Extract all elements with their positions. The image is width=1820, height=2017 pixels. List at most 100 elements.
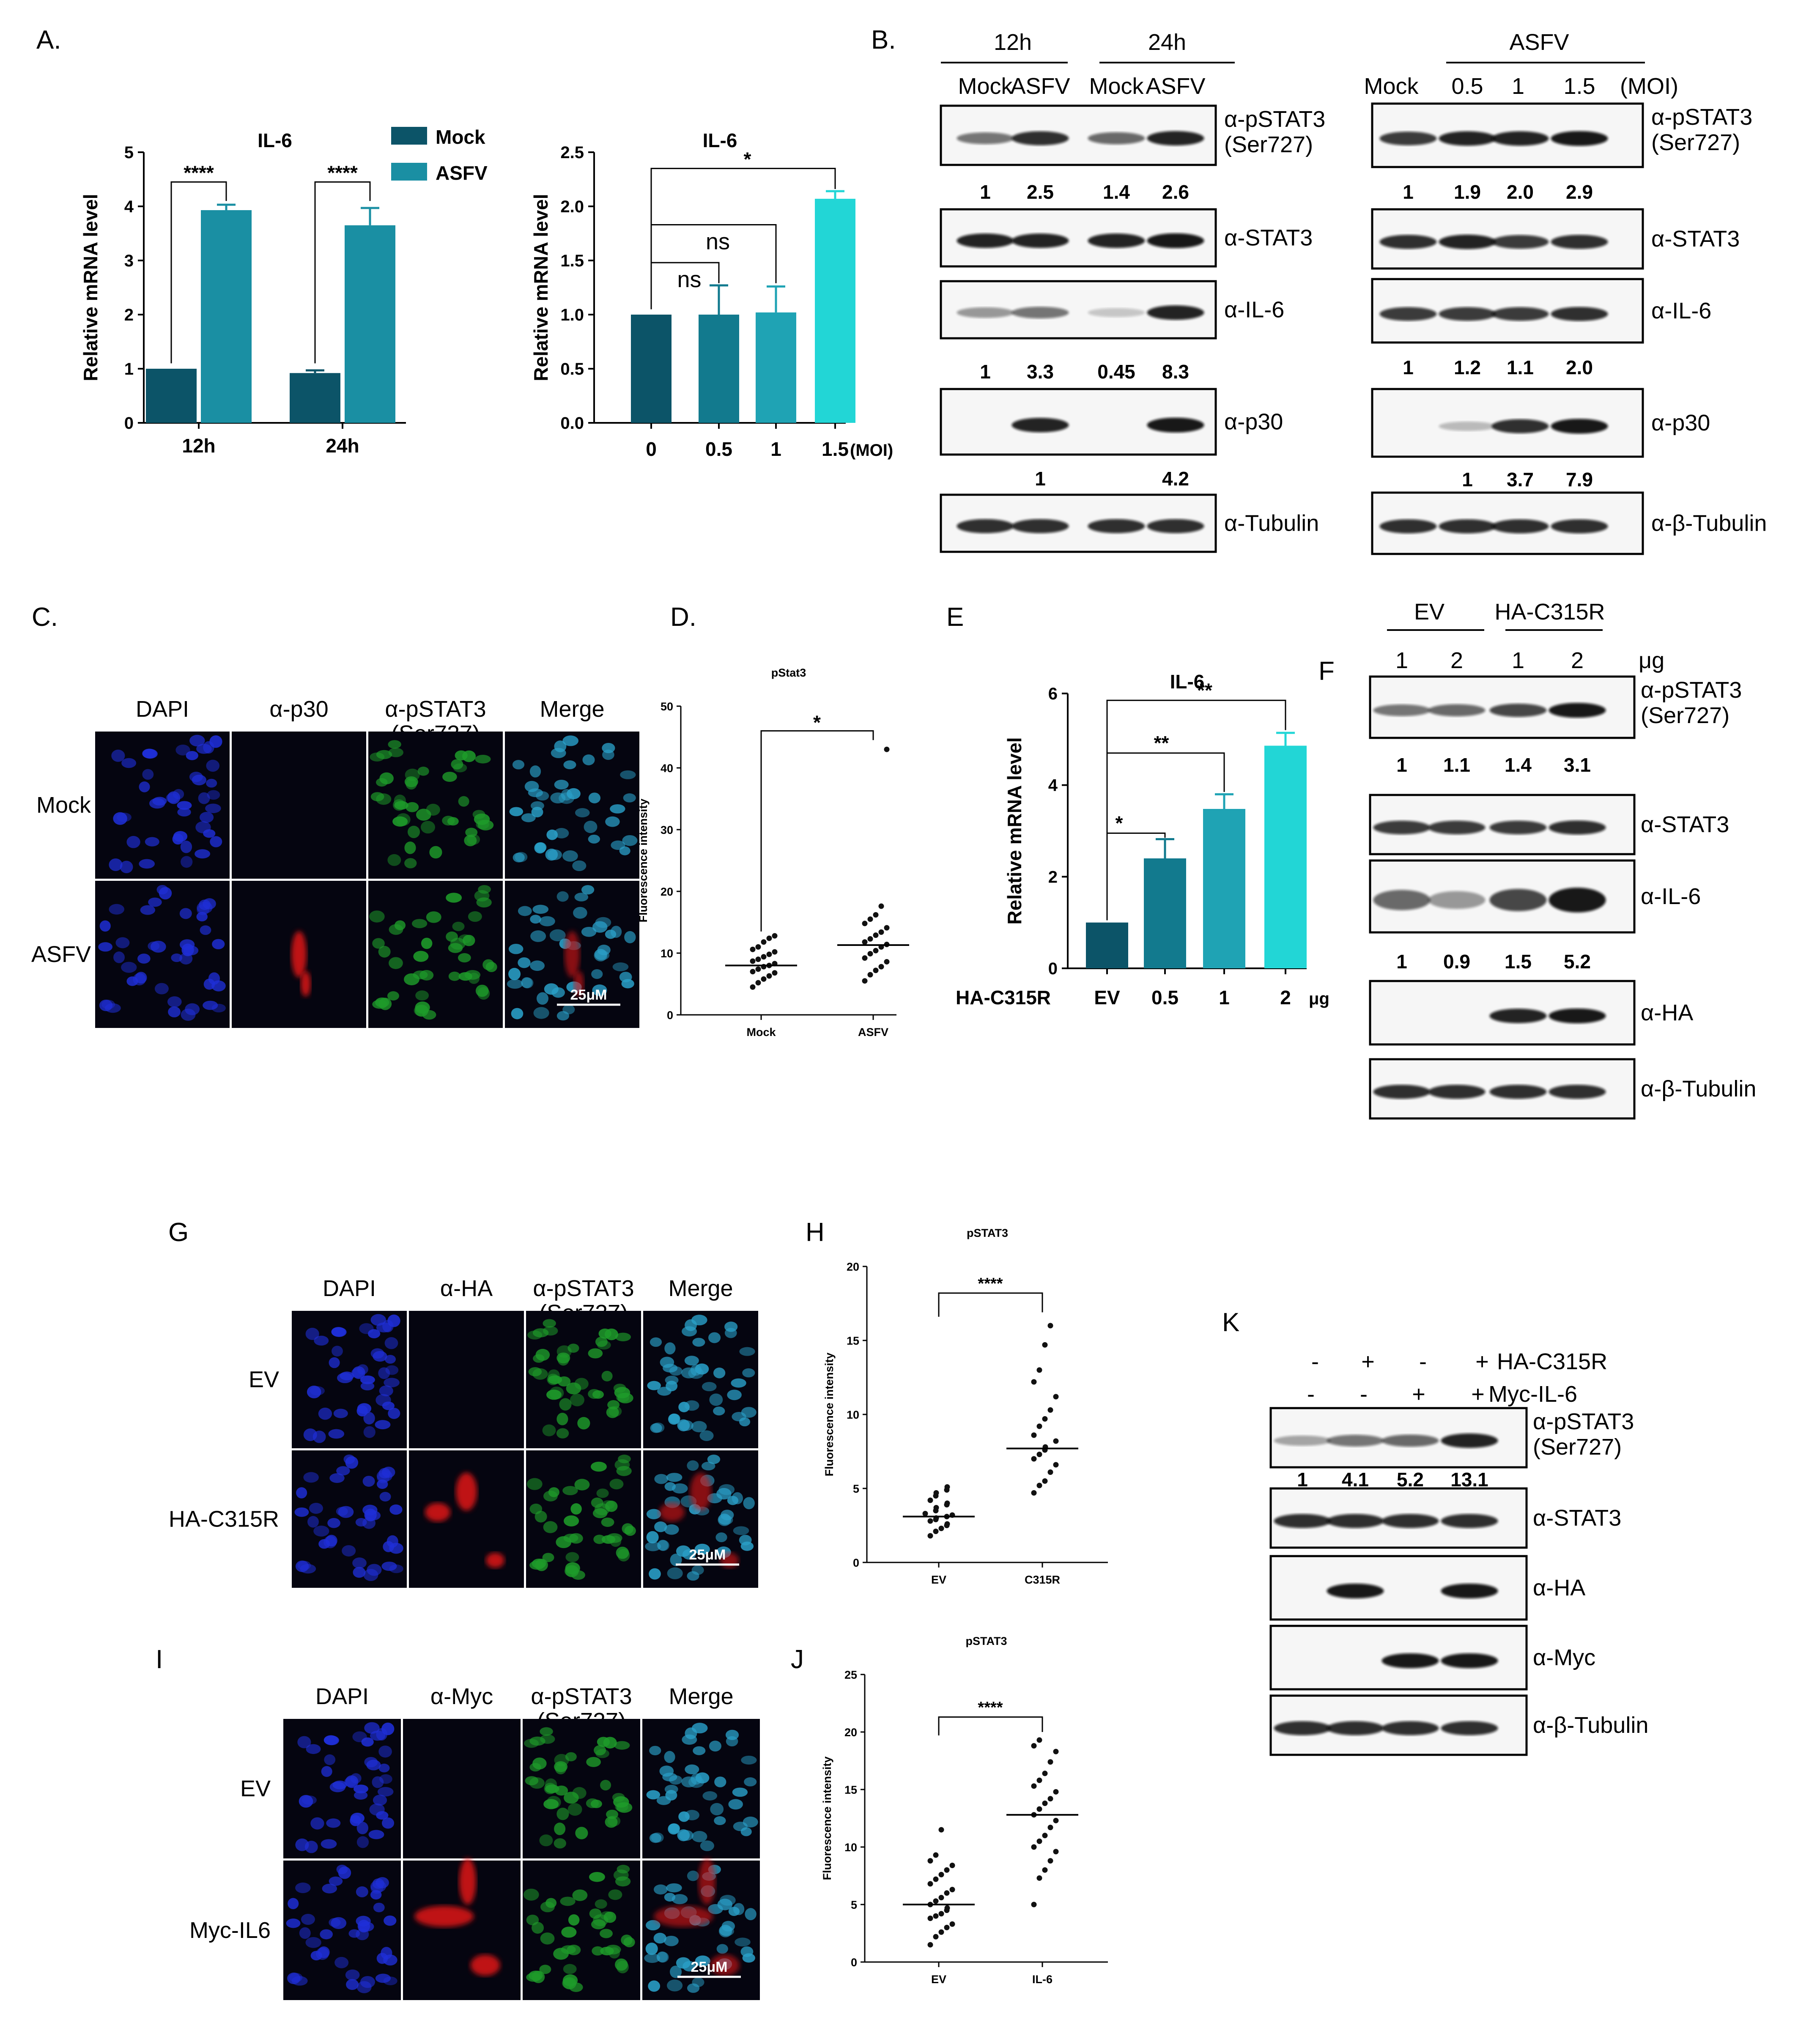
cell-nucleus	[651, 1832, 664, 1843]
cell-nucleus	[379, 1385, 393, 1397]
cell-nucleus	[708, 1332, 721, 1343]
blot-row-label: α-pSTAT3 (Ser727)	[1533, 1409, 1634, 1460]
y-tick-label: 15	[847, 1335, 859, 1347]
cell-nucleus	[372, 938, 385, 949]
cell-nucleus	[608, 1947, 620, 1959]
blot-row-label: α-IL-6	[1651, 298, 1711, 323]
cell-nucleus	[115, 937, 130, 948]
cell-nucleus	[714, 1816, 726, 1825]
cell-nucleus	[695, 1363, 709, 1375]
cell-nucleus	[448, 971, 461, 981]
cell-nucleus	[207, 790, 220, 800]
y-tick-label: 10	[844, 1841, 857, 1854]
cell-nucleus	[305, 1327, 319, 1340]
band-quantification: 1	[1396, 951, 1407, 973]
cell-nucleus	[726, 1736, 738, 1747]
cell-nucleus	[653, 1932, 667, 1944]
blot-band	[1011, 418, 1069, 433]
cell-nucleus	[577, 1417, 590, 1430]
data-point	[1036, 1367, 1042, 1373]
data-point	[878, 929, 884, 935]
cell-nucleus	[613, 1384, 626, 1393]
cell-nucleus	[563, 760, 576, 770]
time-label-24h: 24h	[1148, 30, 1186, 55]
significance-bracket	[1106, 699, 1286, 921]
band-quantification: 7.9	[1566, 469, 1593, 491]
data-point	[878, 964, 884, 970]
cell-nucleus	[692, 1337, 705, 1347]
cell-nucleus	[657, 1540, 669, 1551]
cell-nucleus	[362, 1505, 378, 1515]
amount-unit: μg	[1639, 648, 1664, 673]
blot-band	[1327, 1435, 1384, 1447]
blot-band	[1381, 1514, 1439, 1528]
blot-row-label: α-β-Tubulin	[1651, 511, 1767, 536]
data-point	[938, 1526, 944, 1531]
chart-title: pSTAT3	[967, 1227, 1008, 1239]
blot-band	[1489, 1008, 1547, 1023]
cell-nucleus	[664, 1342, 676, 1355]
cell-nucleus	[732, 1787, 748, 1797]
cell-nucleus	[179, 939, 195, 950]
significance-label: **	[1197, 679, 1212, 701]
micrograph-row-label: HA-C315R	[169, 1507, 279, 1532]
cell-nucleus	[622, 835, 638, 846]
cell-nucleus	[566, 1382, 581, 1395]
y-tick-label: 1.5	[560, 252, 584, 270]
cell-nucleus	[370, 792, 384, 801]
cell-nucleus	[561, 1927, 577, 1938]
cell-nucleus	[372, 1776, 384, 1788]
y-tick-label: 20	[847, 1261, 859, 1273]
bar-dose-1	[1203, 809, 1245, 968]
scale-bar-label: 25μM	[689, 1547, 726, 1563]
blot-row-label: α-pSTAT3 (Ser727)	[1641, 677, 1742, 728]
blot-band	[1379, 307, 1437, 321]
cell-nucleus	[195, 849, 211, 859]
cell-nucleus	[314, 1335, 329, 1346]
cell-nucleus	[337, 1373, 353, 1384]
blot-f-c315r: α-pSTAT3 (Ser727) α-STAT3 α-IL-6 α-HA α-β-Tub…	[1369, 599, 1756, 1120]
lane-label: 1	[1512, 74, 1524, 99]
cell-nucleus	[563, 1534, 578, 1543]
cell-nucleus	[529, 1763, 541, 1772]
cell-nucleus	[605, 1816, 618, 1828]
cell-nucleus	[600, 1929, 613, 1938]
cell-nucleus	[622, 1523, 633, 1535]
cell-nucleus	[551, 987, 565, 998]
cell-nucleus	[327, 1518, 340, 1528]
cell-nucleus	[515, 852, 528, 862]
cell-nucleus	[556, 1428, 569, 1439]
cell-nucleus	[297, 1736, 311, 1748]
blot-band	[1088, 519, 1145, 533]
lane-amount: 2	[1450, 648, 1463, 673]
cell-nucleus	[356, 1886, 368, 1897]
data-point	[1053, 1849, 1059, 1855]
cell-nucleus	[554, 1761, 568, 1772]
treatment-sign: +	[1361, 1349, 1375, 1374]
significance-label: ****	[184, 162, 214, 184]
cell-nucleus	[198, 792, 210, 804]
cell-nucleus	[682, 1549, 696, 1560]
blot-band	[1549, 1008, 1606, 1024]
cell-nucleus	[536, 992, 549, 1005]
data-point	[938, 1911, 944, 1917]
cell-nucleus	[369, 1803, 385, 1816]
cell-nucleus	[739, 1417, 751, 1427]
cell-nucleus	[417, 767, 429, 776]
cell-nucleus	[120, 861, 133, 873]
cell-nucleus	[670, 1554, 682, 1566]
cell-nucleus	[592, 984, 607, 996]
cell-nucleus	[384, 1337, 398, 1349]
cell-nucleus	[318, 1946, 330, 1958]
y-tick-label: 0.0	[560, 414, 584, 433]
cell-nucleus	[450, 937, 466, 950]
micrograph-row-label: EV	[240, 1776, 271, 1801]
cell-nucleus	[378, 945, 391, 958]
cell-nucleus	[554, 1754, 569, 1767]
cell-nucleus	[404, 776, 418, 787]
cell-nucleus	[312, 1431, 326, 1443]
cell-nucleus	[186, 751, 198, 760]
legend-swatch-mock	[391, 127, 427, 145]
cell-nucleus	[664, 1751, 675, 1763]
cell-nucleus	[303, 1472, 319, 1483]
